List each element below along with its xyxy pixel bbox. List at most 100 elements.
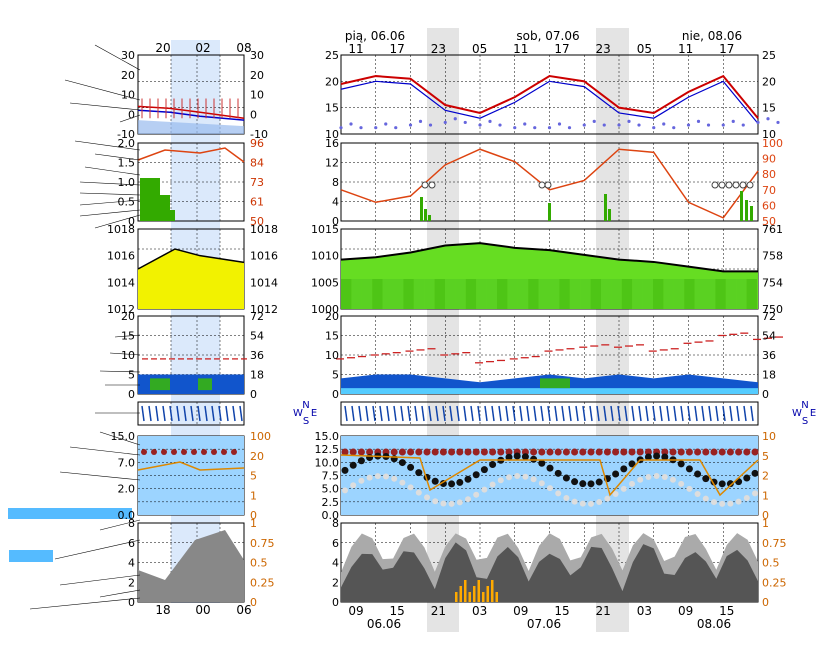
mini-cloud-top-dot xyxy=(211,449,217,455)
utc-hour-tick: 09 xyxy=(513,604,528,618)
cloud-base-dot-light xyxy=(620,485,627,492)
mini-utc-tick: 18 xyxy=(155,603,170,617)
mini-local-tick: 20 xyxy=(155,41,170,55)
utc-hour-tick: 21 xyxy=(431,604,446,618)
cloud-base-dot-light xyxy=(440,500,447,507)
pressure-shade xyxy=(341,279,352,309)
wind-arrow xyxy=(463,405,467,422)
cloud-base-dot xyxy=(612,470,620,478)
mini-wind-arrow xyxy=(197,405,201,422)
mini-frak-tick: 0.25 xyxy=(250,576,275,589)
legend-leader-1 xyxy=(64,79,141,101)
fog-bar xyxy=(468,592,471,602)
mini-wilg-tick: 50 xyxy=(250,215,264,228)
mini-cloud-top-dot xyxy=(181,449,187,455)
pressure-shade xyxy=(455,279,466,309)
cloud-base-dot-light xyxy=(719,500,726,507)
dew-point-dot xyxy=(582,123,586,127)
cloud-top-dot xyxy=(620,448,628,456)
cloud-top-dot xyxy=(357,448,365,456)
cloud-base-dot-light xyxy=(629,480,635,487)
legend-leader-8 xyxy=(79,192,141,196)
temperature-line xyxy=(340,74,759,119)
cloud-base-dot-light xyxy=(415,489,422,496)
night-band-0 xyxy=(427,28,459,632)
compass-letter: W xyxy=(293,408,303,419)
wind-arrow xyxy=(526,405,530,422)
wind-arrow xyxy=(596,405,600,422)
mini-wind-arrow xyxy=(218,405,222,422)
frak-tick: 0.25 xyxy=(762,576,787,589)
mini-wiatr-kmh-tick: 36 xyxy=(250,349,264,362)
cloud-base-dot-light xyxy=(506,474,512,481)
wiatr-kmh-tick: 36 xyxy=(762,349,776,362)
legend-leader-17 xyxy=(99,431,141,446)
mini-wiatr-tick: 20 xyxy=(121,310,135,323)
pressure-shade xyxy=(351,279,362,309)
dew-point-dot xyxy=(672,126,676,130)
cloud-top-dot xyxy=(489,448,497,456)
local-hour-tick: 05 xyxy=(637,42,652,56)
pressure-shade xyxy=(413,279,425,309)
compass-letter: E xyxy=(311,408,317,419)
cloud-base-dot-light xyxy=(497,477,504,484)
legend-leader-18 xyxy=(69,446,141,456)
precip-bar-3 xyxy=(548,203,551,221)
cloud-top-dot xyxy=(694,448,702,456)
mini-cis-tick-right: 1016 xyxy=(250,250,278,263)
temp-tick-right: 20 xyxy=(762,75,776,88)
dew-point-dot xyxy=(359,126,363,130)
temp-tick-right: 10 xyxy=(762,128,776,141)
wid-tick: 5 xyxy=(762,450,769,463)
cloud-top-dot xyxy=(505,448,513,456)
cloud-base-dot-light xyxy=(661,473,668,480)
wind-arrow xyxy=(449,405,453,422)
dew-point-dot xyxy=(443,120,447,125)
pressure-shade xyxy=(642,279,653,309)
dew-point-dot xyxy=(478,123,482,127)
mini-cis-tick: 1016 xyxy=(107,250,135,263)
mini-wind-arrow xyxy=(183,405,187,422)
wind-arrow xyxy=(393,405,397,422)
pressure-shade xyxy=(580,279,591,309)
mini-wind-arrow xyxy=(190,405,194,422)
cloud-top-dot xyxy=(349,448,357,456)
cloud-base-dot-light xyxy=(711,499,717,506)
mini-wiatr-tick: 0 xyxy=(128,388,135,401)
cis-tick: 1000 xyxy=(311,303,339,316)
wilg-tick: 90 xyxy=(762,153,776,166)
dew-point-dot xyxy=(349,122,353,126)
cloud-top-dot xyxy=(702,448,710,456)
opad-tick: 12 xyxy=(325,157,339,170)
mini-wind-arrow xyxy=(211,405,215,422)
mini-temp-tick-right: 10 xyxy=(250,89,264,102)
precip-bar-7 xyxy=(745,200,748,221)
cloud-base-dot xyxy=(653,452,661,460)
cloud-base-dot xyxy=(407,463,415,471)
wind-arrow xyxy=(701,405,705,422)
cloud-top-dot xyxy=(677,448,685,456)
pressure-shade xyxy=(465,279,477,309)
mini-temp-tick: 20 xyxy=(121,69,135,82)
wind-arrow xyxy=(694,405,698,422)
cloud-top-dot xyxy=(579,448,587,456)
cloud-base-dot-light xyxy=(530,476,537,483)
wilg-tick: 60 xyxy=(762,199,776,212)
mini-cis-tick-right: 1014 xyxy=(250,276,278,289)
cloud-base-dot-light xyxy=(678,480,685,487)
wind-arrow xyxy=(666,405,670,422)
wind-arrow xyxy=(358,405,362,422)
dew-point-dot xyxy=(602,123,606,127)
utc-day-label: 06.06 xyxy=(367,617,401,631)
mini-frak-tick: 0 xyxy=(250,596,257,609)
pressure-shade xyxy=(549,279,560,309)
mini-temp-tick: 0 xyxy=(128,108,135,121)
mini-cloud-top-dot xyxy=(231,449,237,455)
cloud-base-dot xyxy=(628,460,636,468)
utc-hour-tick: 15 xyxy=(554,604,569,618)
wind-arrow xyxy=(512,405,516,422)
pressure-shade xyxy=(705,279,716,309)
cloud-top-dot xyxy=(456,448,464,456)
legend-leader-0 xyxy=(94,44,141,71)
pressure-shade xyxy=(393,279,404,309)
